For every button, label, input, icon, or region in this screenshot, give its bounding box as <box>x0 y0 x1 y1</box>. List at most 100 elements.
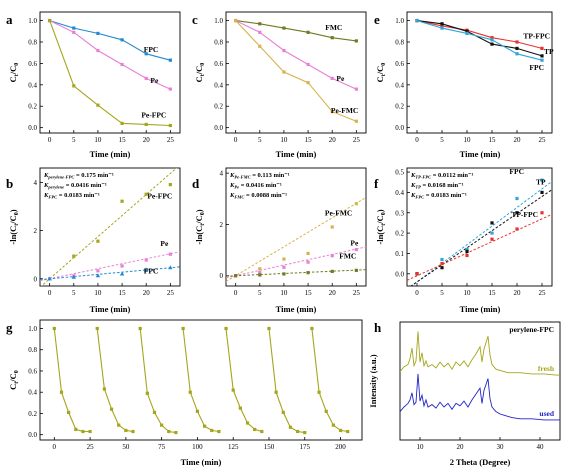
data-point <box>306 62 310 67</box>
x-tick-label: 0 <box>48 136 52 144</box>
fit-line-FPC <box>410 181 552 286</box>
x-tick-label: 5 <box>258 289 262 297</box>
data-point <box>210 428 214 433</box>
series-label-used: used <box>539 409 554 418</box>
fit-line-FPC <box>40 266 180 281</box>
x-tick-label: 15 <box>305 136 313 144</box>
y-tick-label: 1.0 <box>214 17 223 25</box>
x-tick-label: 75 <box>158 443 166 451</box>
y-tick-label: 0.3 <box>395 209 404 217</box>
data-point <box>440 26 444 30</box>
data-point <box>202 424 207 428</box>
y-axis-label: -ln(Ct/C0) <box>375 209 387 244</box>
y-tick-label: 0.4 <box>28 81 37 89</box>
x-tick-label: 20 <box>329 289 337 297</box>
y-tick-label: 0.6 <box>395 60 404 68</box>
data-point <box>168 123 172 128</box>
rate-constant-label: KTP = 0.0168 min⁻¹ <box>410 182 464 190</box>
plot-area <box>48 18 172 128</box>
data-point <box>258 22 262 26</box>
data-point <box>168 183 172 187</box>
data-point <box>515 196 519 201</box>
panel-letter: b <box>6 176 13 191</box>
data-point <box>72 26 76 30</box>
x-tick-label: 25 <box>353 289 361 297</box>
x-axis-label: Time (min) <box>90 149 131 159</box>
y-tick-label: 0.2 <box>28 103 37 111</box>
data-point <box>540 58 544 62</box>
series-line-TP <box>416 20 543 57</box>
rate-constant-label: KPe = 0.0416 min⁻¹ <box>229 182 282 190</box>
series-line-FPC <box>416 20 543 61</box>
x-tick-label: 25 <box>167 289 175 297</box>
y-tick-label: 2 <box>220 221 224 229</box>
y-tick-label: 1.0 <box>28 17 37 25</box>
data-point <box>540 46 544 51</box>
data-point <box>217 429 221 434</box>
y-tick-label: 0.6 <box>28 60 37 68</box>
fit-line-Pe-FPC <box>40 168 178 286</box>
data-point <box>96 48 100 53</box>
data-point <box>540 54 544 58</box>
data-point <box>490 42 494 46</box>
data-point <box>515 46 519 51</box>
series-label-Pe: Pe <box>336 74 345 83</box>
series-label-Pe-FPC: Pe-FPC <box>147 192 172 201</box>
y-tick-label: 0.6 <box>214 60 223 68</box>
data-point <box>465 31 469 36</box>
y-tick-label: 0.0 <box>214 124 223 132</box>
data-point <box>281 410 285 414</box>
y-tick-label: 0.8 <box>395 38 404 46</box>
data-point <box>72 84 76 88</box>
series-label-FMC: FMC <box>325 23 342 32</box>
fit-line-FMC <box>226 269 366 277</box>
x-axis-label: Time (min) <box>460 304 501 314</box>
y-axis-label: Ct/C0 <box>375 63 387 83</box>
x-tick-label: 0 <box>234 289 238 297</box>
data-point <box>274 390 278 394</box>
data-point <box>231 388 235 392</box>
x-tick-label: 30 <box>497 443 505 451</box>
data-point <box>330 254 334 258</box>
series-line-Pe-FPC <box>49 20 171 127</box>
data-point <box>160 423 164 427</box>
plot-area <box>52 326 350 435</box>
data-point <box>72 30 76 34</box>
data-point <box>490 231 494 235</box>
x-tick-label: 10 <box>94 136 102 144</box>
fit-line-Pe <box>40 251 180 282</box>
x-tick-label: 5 <box>440 289 444 297</box>
series-line-cycle-5 <box>225 328 262 433</box>
data-point <box>540 178 544 182</box>
y-tick-label: 0.8 <box>28 346 37 354</box>
y-tick-label: 1.0 <box>28 325 37 333</box>
data-point <box>515 211 519 215</box>
data-point <box>515 52 519 56</box>
data-point <box>71 274 76 279</box>
data-point <box>354 268 358 272</box>
data-point <box>59 390 64 394</box>
data-point <box>354 119 358 123</box>
data-point <box>310 326 314 331</box>
plot-frame <box>225 167 367 287</box>
series-line-Pe-FMC <box>235 20 357 122</box>
data-point <box>440 262 444 266</box>
panel-g: g 0 25 50 75 100 125 150 175 200 0.0 0.2 0.4 0.6 0.8 1.… <box>6 319 363 467</box>
series-label-fresh: fresh <box>538 364 555 373</box>
data-point <box>81 429 85 434</box>
series-label-TP: TP <box>536 177 546 186</box>
plot-area <box>234 18 358 123</box>
data-point <box>296 429 300 434</box>
fit-line-TP-FPC <box>407 213 552 281</box>
data-point <box>354 202 358 206</box>
series-label-Pe: Pe <box>350 239 359 248</box>
x-tick-label: 20 <box>514 136 522 144</box>
x-tick-label: 20 <box>329 136 337 144</box>
y-tick-label: 0.8 <box>214 38 223 46</box>
y-tick-label: 0 <box>220 272 224 280</box>
x-tick-label: 0 <box>415 136 419 144</box>
data-point <box>306 81 310 85</box>
y-tick-label: 0.4 <box>214 81 223 89</box>
rate-constant-label: KFPC = 0.0183 min⁻¹ <box>43 192 100 200</box>
